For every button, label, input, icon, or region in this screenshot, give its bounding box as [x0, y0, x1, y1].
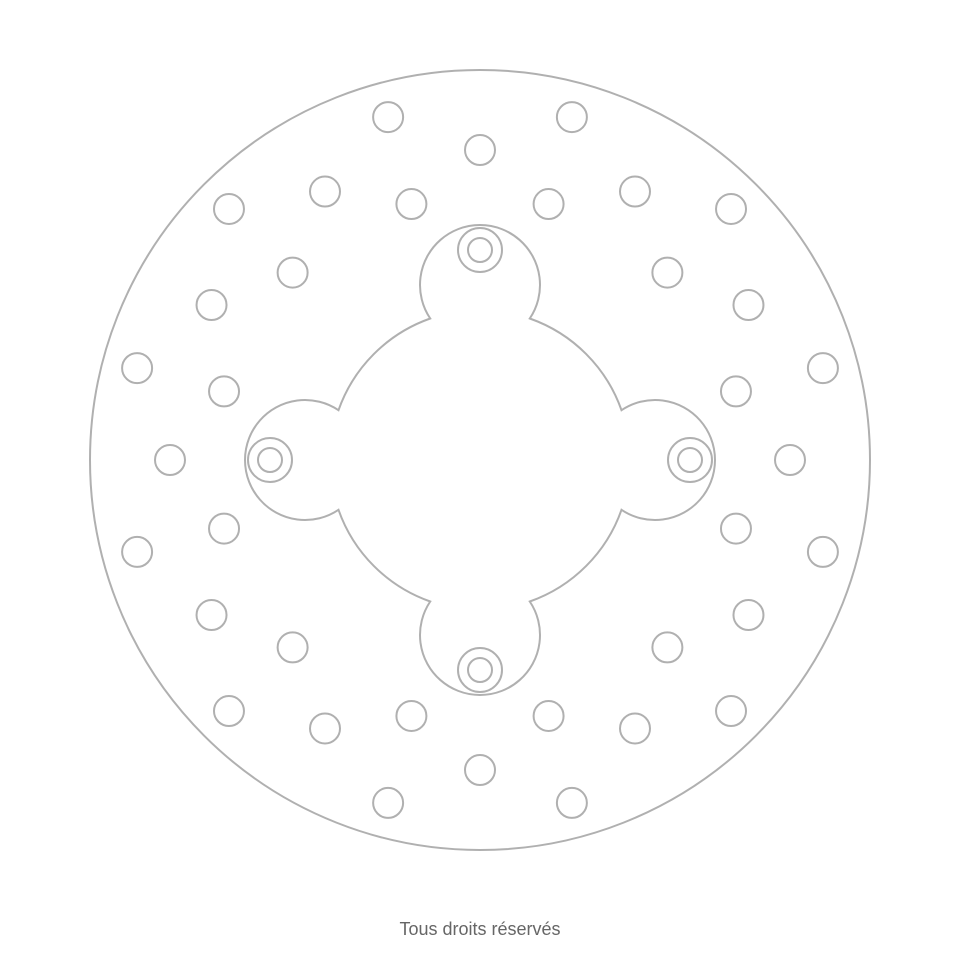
- vent-hole: [155, 445, 185, 475]
- vent-hole: [209, 514, 239, 544]
- vent-hole: [534, 701, 564, 731]
- vent-hole: [310, 713, 340, 743]
- bolt-hole-outer: [458, 648, 502, 692]
- vent-hole: [808, 537, 838, 567]
- vent-hole: [620, 713, 650, 743]
- bolt-hole-inner: [258, 448, 282, 472]
- vent-hole: [652, 632, 682, 662]
- vent-hole: [396, 189, 426, 219]
- vent-hole: [214, 696, 244, 726]
- brake-disc-figure: Tous droits réservés: [0, 0, 960, 960]
- bolt-hole-inner: [468, 658, 492, 682]
- vent-hole: [775, 445, 805, 475]
- vent-hole: [721, 376, 751, 406]
- vent-hole: [620, 177, 650, 207]
- vent-hole: [716, 696, 746, 726]
- outer-rim: [90, 70, 870, 850]
- vent-hole: [652, 258, 682, 288]
- bolt-hole-outer: [458, 228, 502, 272]
- vent-hole: [808, 353, 838, 383]
- vent-hole: [733, 290, 763, 320]
- vent-hole: [465, 135, 495, 165]
- vent-hole: [373, 788, 403, 818]
- vent-hole: [122, 353, 152, 383]
- vent-hole: [197, 290, 227, 320]
- vent-hole: [278, 632, 308, 662]
- vent-hole: [557, 102, 587, 132]
- vent-hole: [396, 701, 426, 731]
- vent-hole: [557, 788, 587, 818]
- bolt-hole-outer: [668, 438, 712, 482]
- vent-hole: [197, 600, 227, 630]
- vent-hole: [534, 189, 564, 219]
- vent-hole: [733, 600, 763, 630]
- vent-hole: [373, 102, 403, 132]
- bolt-hole-inner: [678, 448, 702, 472]
- bolt-hole-inner: [468, 238, 492, 262]
- vent-hole: [716, 194, 746, 224]
- vent-hole: [278, 258, 308, 288]
- vent-hole: [721, 514, 751, 544]
- brake-disc-svg: [0, 0, 960, 960]
- vent-hole: [209, 376, 239, 406]
- vent-hole: [310, 177, 340, 207]
- vent-hole: [465, 755, 495, 785]
- vent-hole: [122, 537, 152, 567]
- hub-clover-cutout: [245, 225, 715, 695]
- vent-hole: [214, 194, 244, 224]
- bolt-hole-outer: [248, 438, 292, 482]
- copyright-caption: Tous droits réservés: [0, 919, 960, 940]
